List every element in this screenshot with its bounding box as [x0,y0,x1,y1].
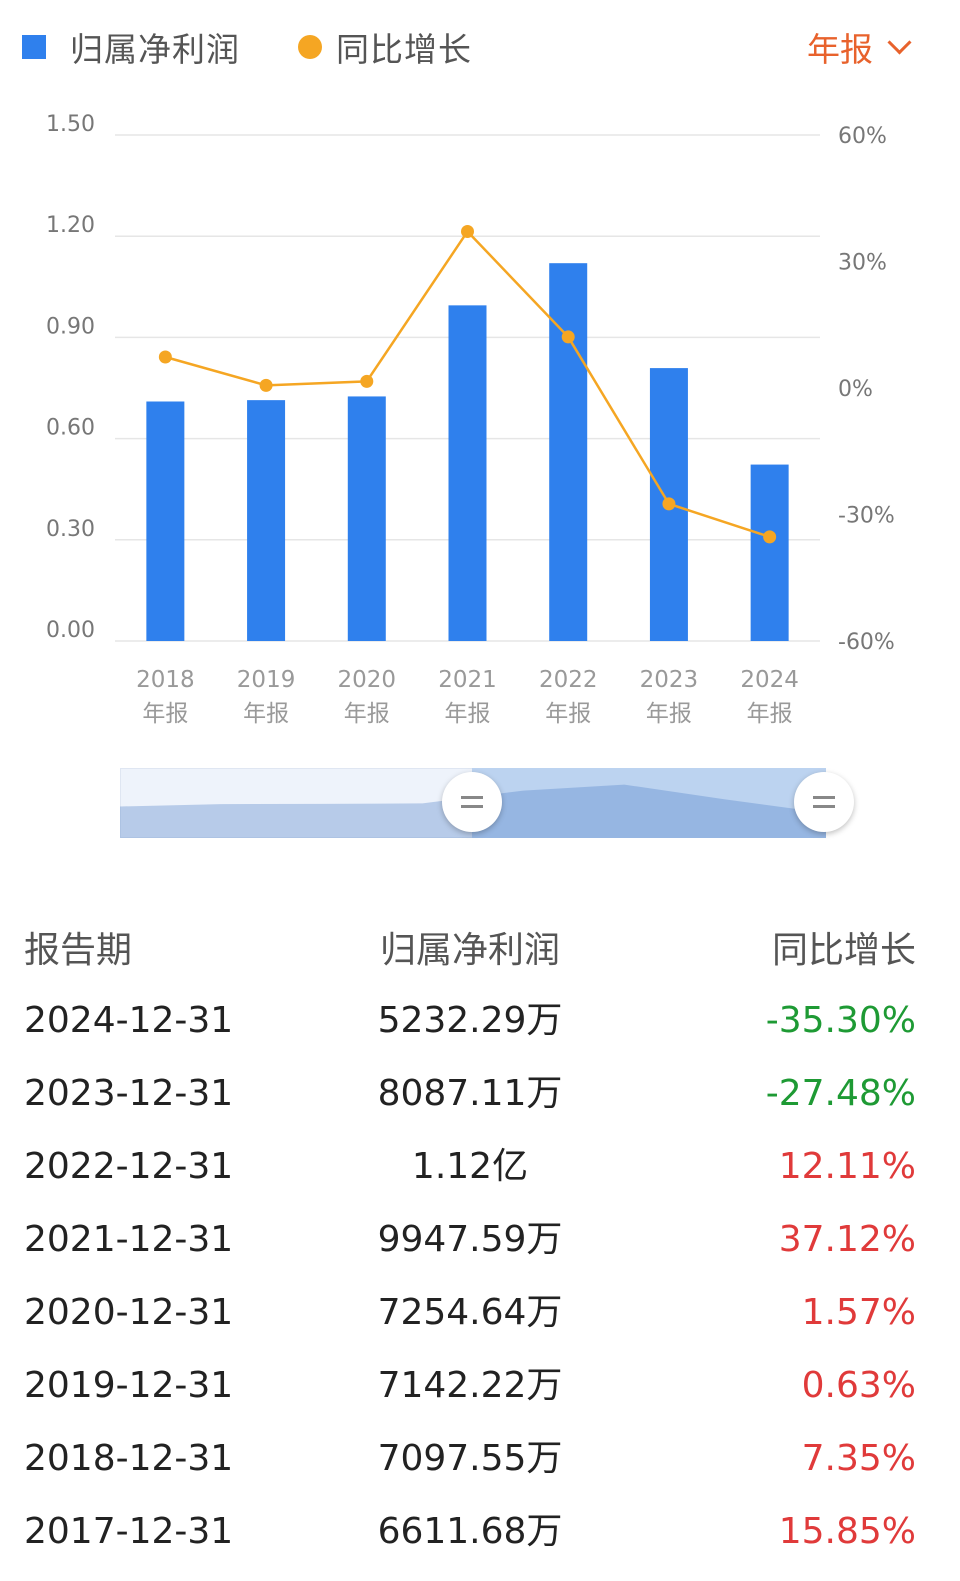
cell-profit: 5232.29万 [377,1000,563,1041]
x-tick-suffix: 年报 [142,701,188,727]
table-row[interactable]: 2018-12-31 7097.55万 7.35% [0,1422,960,1495]
header-growth: 同比增长 [771,930,916,971]
cell-period: 2022-12-31 [24,1146,234,1187]
table-row[interactable]: 2021-12-31 9947.59万 37.12% [0,1203,960,1276]
x-tick-year: 2020 [338,667,397,693]
cell-period: 2024-12-31 [24,1000,234,1041]
legend-item-profit[interactable]: 归属净利润 [22,23,240,71]
table-header: 报告期 归属净利润 同比增长 [0,918,960,984]
y-right-tick-label: 30% [838,251,887,276]
cell-growth: -27.48% [765,1073,916,1114]
x-tick-suffix: 年报 [646,701,692,727]
growth-point [360,374,374,388]
table-row[interactable]: 2017-12-31 6611.68万 15.85% [0,1495,960,1568]
bar [347,396,386,641]
y-right-tick-label: -60% [838,630,895,655]
y-left-tick-label: 0.30 [46,517,95,542]
drag-grip-icon [813,796,835,808]
legend-label-profit: 归属净利润 [70,30,240,69]
x-tick-year: 2023 [640,667,699,693]
growth-point [461,224,474,238]
growth-point [259,378,273,392]
x-tick-year: 2024 [740,667,799,693]
range-slider[interactable] [120,768,854,838]
cell-period: 2018-12-31 [24,1438,234,1479]
y-left-tick-label: 0.90 [46,314,95,339]
growth-point [158,350,172,364]
x-tick-suffix: 年报 [545,701,591,727]
bar [247,400,286,641]
y-left-tick-label: 0.00 [46,618,95,643]
legend-item-growth[interactable]: 同比增长 [298,23,472,71]
y-right-tick-label: 60% [838,124,887,149]
cell-profit: 7097.55万 [377,1438,563,1479]
cell-period: 2023-12-31 [24,1073,234,1114]
table-row[interactable]: 2023-12-31 8087.11万 -27.48% [0,1057,960,1130]
slider-handle-left[interactable] [442,772,502,832]
period-selector-label: 年报 [807,30,873,69]
slider-selected-window[interactable] [472,768,826,838]
cell-period: 2019-12-31 [24,1365,234,1406]
x-tick-suffix: 年报 [445,701,491,727]
bar [750,464,789,641]
cell-profit: 7142.22万 [377,1365,563,1406]
cell-growth: 1.57% [801,1292,916,1333]
header-period: 报告期 [24,930,133,971]
y-left-tick-label: 0.60 [46,416,95,441]
table-row[interactable]: 2020-12-31 7254.64万 1.57% [0,1276,960,1349]
x-tick-year: 2019 [237,667,296,693]
cell-growth: -35.30% [765,1000,916,1041]
x-tick-suffix: 年报 [747,701,793,727]
growth-point [561,330,575,344]
bar [448,305,487,641]
y-right-tick-label: 0% [838,377,873,402]
drag-grip-icon [461,796,483,808]
cell-profit: 8087.11万 [377,1073,563,1114]
chevron-down-icon [887,29,912,55]
x-tick-suffix: 年报 [344,701,390,727]
bar [146,401,185,641]
legend-square-icon [22,35,46,59]
table-row[interactable]: 2022-12-31 1.12亿 12.11% [0,1130,960,1203]
cell-growth: 12.11% [778,1146,916,1187]
legend-dot-icon [298,35,322,59]
cell-profit: 7254.64万 [377,1292,563,1333]
table-row[interactable]: 2024-12-31 5232.29万 -35.30% [0,984,960,1057]
growth-point [662,497,676,511]
cell-period: 2020-12-31 [24,1292,234,1333]
chart-legend: 归属净利润 同比增长 [22,22,530,72]
cell-period: 2017-12-31 [24,1511,234,1552]
y-right-tick-label: -30% [838,504,895,529]
y-left-tick-label: 1.20 [46,213,95,238]
cell-growth: 7.35% [801,1438,916,1479]
slider-handle-right[interactable] [794,772,854,832]
y-left-tick-label: 1.50 [46,112,95,137]
cell-period: 2021-12-31 [24,1219,234,1260]
cell-profit: 6611.68万 [377,1511,563,1552]
cell-growth: 0.63% [801,1365,916,1406]
header-profit: 归属净利润 [379,930,561,971]
cell-growth: 37.12% [778,1219,916,1260]
profit-chart: 0.00 0.30 0.60 0.90 1.20 1.50 -60% -30% 0% 30% 60… [46,112,895,727]
x-tick-year: 2018 [136,667,195,693]
cell-profit: 9947.59万 [377,1219,563,1260]
cell-growth: 15.85% [778,1511,916,1552]
table-row[interactable]: 2019-12-31 7142.22万 0.63% [0,1349,960,1422]
table-body: 2024-12-31 5232.29万 -35.30% 2023-12-31 8087.… [0,984,960,1568]
x-tick-year: 2022 [539,667,598,693]
period-selector[interactable]: 年报 [807,22,912,72]
legend-label-growth: 同比增长 [336,30,472,69]
x-tick-suffix: 年报 [243,701,289,727]
growth-point [763,530,777,544]
x-tick-year: 2021 [438,667,497,693]
bar [549,263,588,641]
cell-profit: 1.12亿 [411,1146,529,1187]
profit-table: 报告期 归属净利润 同比增长 2024-12-31 5232.29万 -35.30%… [0,918,960,1568]
